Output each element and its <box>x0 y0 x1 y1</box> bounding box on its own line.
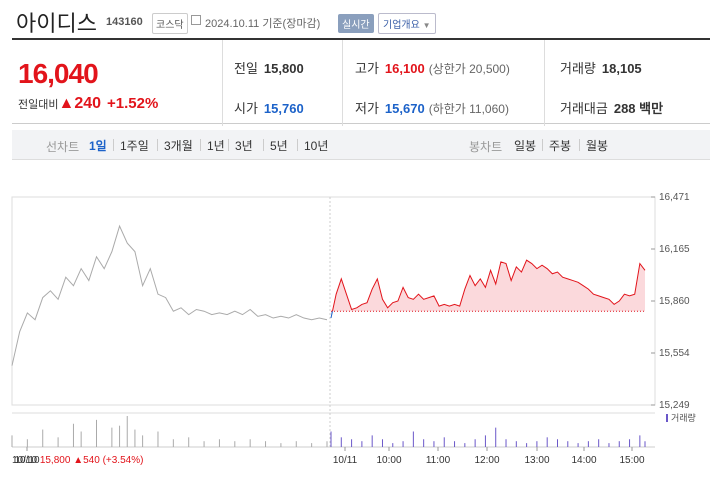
summary-0-2: 거래량 18,105 <box>560 61 642 76</box>
tab-line-4[interactable]: 3년 <box>235 139 253 153</box>
stock-chart: 16,471 16,165 15,860 15,554 15,249 10/10 10/11… <box>11 192 690 466</box>
x-tick-label: 14:00 <box>571 455 596 466</box>
y-tick-label: 16,471 <box>659 192 690 203</box>
summary-1-0: 시가 15,760 <box>234 101 304 116</box>
realtime-button[interactable]: 실시간 <box>338 14 374 33</box>
calendar-icon <box>191 15 201 25</box>
x-tick-label: 10/11 <box>333 455 358 466</box>
quote-date: 2024.10.11 기준(장마감) <box>205 18 321 30</box>
x-tick-label: 11:00 <box>426 455 451 466</box>
tab-line-5[interactable]: 5년 <box>270 139 288 153</box>
candle-chart-title: 봉차트 <box>469 140 503 154</box>
summary-1-1: 저가 15,670 (하한가 11,060) <box>355 101 509 116</box>
chevron-down-icon: ▼ <box>422 21 431 30</box>
tab-line-3[interactable]: 1년 <box>207 139 225 153</box>
tab-candle-2[interactable]: 월봉 <box>586 139 609 153</box>
x-tick-label: 13:00 <box>524 455 549 466</box>
y-tick-label: 15,554 <box>659 348 690 359</box>
up-arrow-icon: ▲ <box>58 95 75 112</box>
company-overview-button[interactable]: 기업개요 ▼ <box>378 13 436 34</box>
summary-0-0: 전일 15,800 <box>234 61 304 76</box>
tab-candle-0[interactable]: 일봉 <box>514 139 537 153</box>
line-chart-title: 선차트 <box>46 140 80 154</box>
price-change: 전일대비▲240 +1.52% <box>18 95 159 112</box>
today-up-fill <box>332 260 645 312</box>
tab-line-2[interactable]: 3개월 <box>164 139 193 153</box>
y-tick-label: 16,165 <box>659 244 690 255</box>
x-tick-label: 10:00 <box>376 455 401 466</box>
quote-summary: 16,040 전일대비▲240 +1.52% 전일 15,800 고가 16,100 (상… <box>12 38 710 126</box>
summary-0-1: 고가 16,100 (상한가 20,500) <box>355 61 510 76</box>
tab-candle-1[interactable]: 주봉 <box>549 139 572 153</box>
stock-code: 143160 <box>106 16 143 28</box>
volume-legend: 거래량 <box>666 411 696 424</box>
x-tick-label: 12:00 <box>474 455 499 466</box>
tab-line-1[interactable]: 1주일 <box>120 139 149 153</box>
x-tick-label: 10/10 <box>14 455 39 466</box>
tab-line-0[interactable]: 1일 <box>89 139 107 153</box>
y-tick-label: 15,249 <box>659 400 690 411</box>
x-tick-label: 15:00 <box>619 455 644 466</box>
prev-day-line <box>11 224 328 366</box>
summary-1-2: 거래대금 288 백만 <box>560 101 664 116</box>
tab-line-6[interactable]: 10년 <box>304 139 329 153</box>
prev-day-footer: 10/10 15,800 ▲540 (+3.54%) <box>12 455 144 466</box>
y-tick-label: 15,860 <box>659 296 690 307</box>
current-price: 16,040 <box>18 58 99 89</box>
market-badge: 코스닥 <box>152 13 188 34</box>
chart-period-tabs: 선차트 1일 1주일 3개월 1년 3년 5년 10년 봉차트 일봉 주봉 월봉 <box>12 130 710 160</box>
today-line-up <box>331 259 646 312</box>
stock-header: 아이디스 143160 코스닥 2024.10.11 기준(장마감) 실시간 기… <box>0 0 710 38</box>
stock-name: 아이디스 <box>16 12 97 37</box>
